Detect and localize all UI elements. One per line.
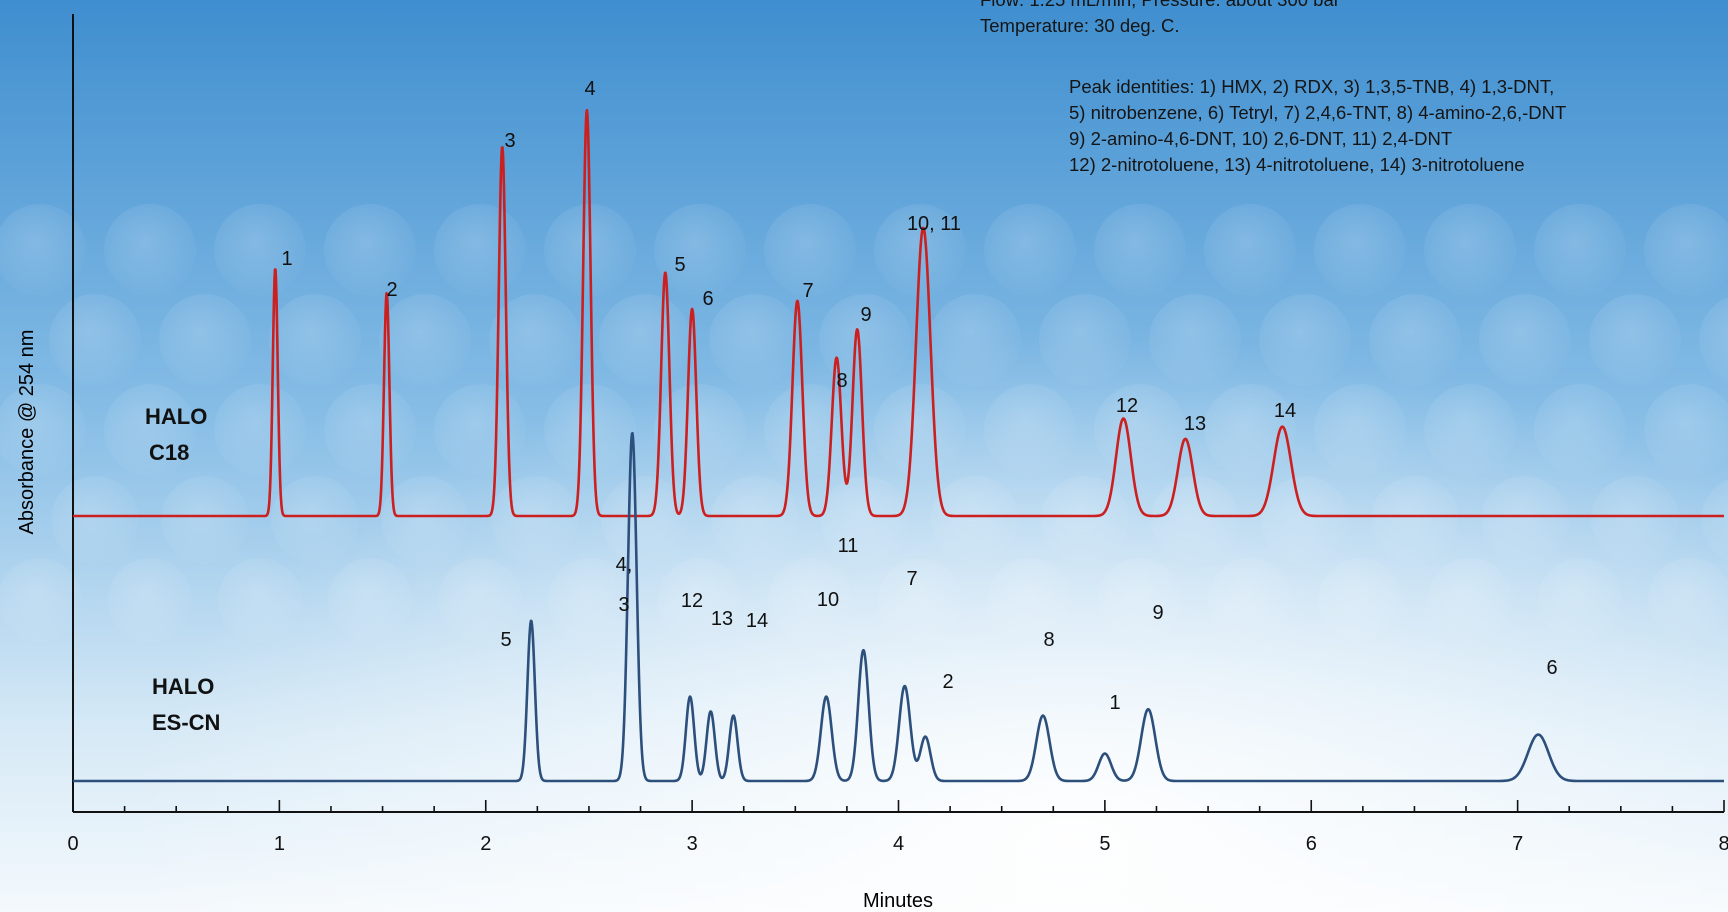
series-line xyxy=(72,108,1725,518)
peak-identities-line: 9) 2-amino-4,6-DNT, 10) 2,6-DNT, 11) 2,4… xyxy=(1069,128,1453,149)
y-axis-label: Absorbance @ 254 nm xyxy=(16,330,38,535)
peak-identities: Peak identities: 1) HMX, 2) RDX, 3) 1,3,… xyxy=(1069,74,1566,178)
peak-label: 6 xyxy=(702,288,713,310)
series-label: ES-CN xyxy=(152,710,220,735)
flow-line: Flow: 1.25 mL/min, Pressure: about 300 b… xyxy=(980,0,1340,13)
peak-label: 4, xyxy=(616,554,633,576)
peak-label: 12 xyxy=(1116,395,1138,417)
peak-label: 3 xyxy=(504,130,515,152)
peak-label: 1 xyxy=(1109,692,1120,714)
peak-label: 7 xyxy=(906,568,917,590)
peak-label: 10, 11 xyxy=(907,213,961,235)
peak-label: 5 xyxy=(500,629,511,651)
x-tick-label: 6 xyxy=(1306,833,1317,855)
peak-label: 9 xyxy=(1152,602,1163,624)
x-tick-label: 5 xyxy=(1099,833,1110,855)
peak-label: 1 xyxy=(281,248,292,270)
x-tick-label: 8 xyxy=(1718,833,1728,855)
peak-label: 12 xyxy=(681,590,703,612)
peak-label: 8 xyxy=(836,370,847,392)
peak-label: 8 xyxy=(1043,629,1054,651)
peak-label: 14 xyxy=(746,610,768,632)
x-tick-label: 0 xyxy=(67,833,78,855)
peak-label: 9 xyxy=(860,304,871,326)
x-tick-label: 1 xyxy=(274,833,285,855)
temperature-line: Temperature: 30 deg. C. xyxy=(980,15,1180,36)
series-line xyxy=(72,432,1725,783)
peak-label: 13 xyxy=(1184,413,1206,435)
peak-label: 7 xyxy=(802,280,813,302)
x-tick-label: 7 xyxy=(1512,833,1523,855)
series-label: HALO xyxy=(152,674,214,699)
peak-label: 5 xyxy=(674,254,685,276)
peak-label: 2 xyxy=(942,671,953,693)
peak-label: 14 xyxy=(1274,400,1296,422)
peak-label: 13 xyxy=(711,608,733,630)
x-axis-label: Minutes xyxy=(863,890,933,912)
peak-label: 2 xyxy=(386,279,397,301)
series-label: C18 xyxy=(149,440,189,465)
method-conditions: Flow: 1.25 mL/min, Pressure: about 300 b… xyxy=(980,0,1340,39)
peak-label: 4 xyxy=(584,78,595,100)
x-tick-label: 3 xyxy=(687,833,698,855)
peak-label: 11 xyxy=(838,535,859,557)
peak-identities-line: Peak identities: 1) HMX, 2) RDX, 3) 1,3,… xyxy=(1069,76,1555,97)
peak-identities-line: 12) 2-nitrotoluene, 13) 4-nitrotoluene, … xyxy=(1069,154,1525,175)
x-tick-label: 4 xyxy=(893,833,904,855)
peak-label: 6 xyxy=(1546,657,1557,679)
series-label: HALO xyxy=(145,404,207,429)
peak-label: 10 xyxy=(817,589,839,611)
x-tick-label: 2 xyxy=(480,833,491,855)
peak-identities-line: 5) nitrobenzene, 6) Tetryl, 7) 2,4,6-TNT… xyxy=(1069,102,1567,123)
peak-label: 3 xyxy=(618,594,629,616)
